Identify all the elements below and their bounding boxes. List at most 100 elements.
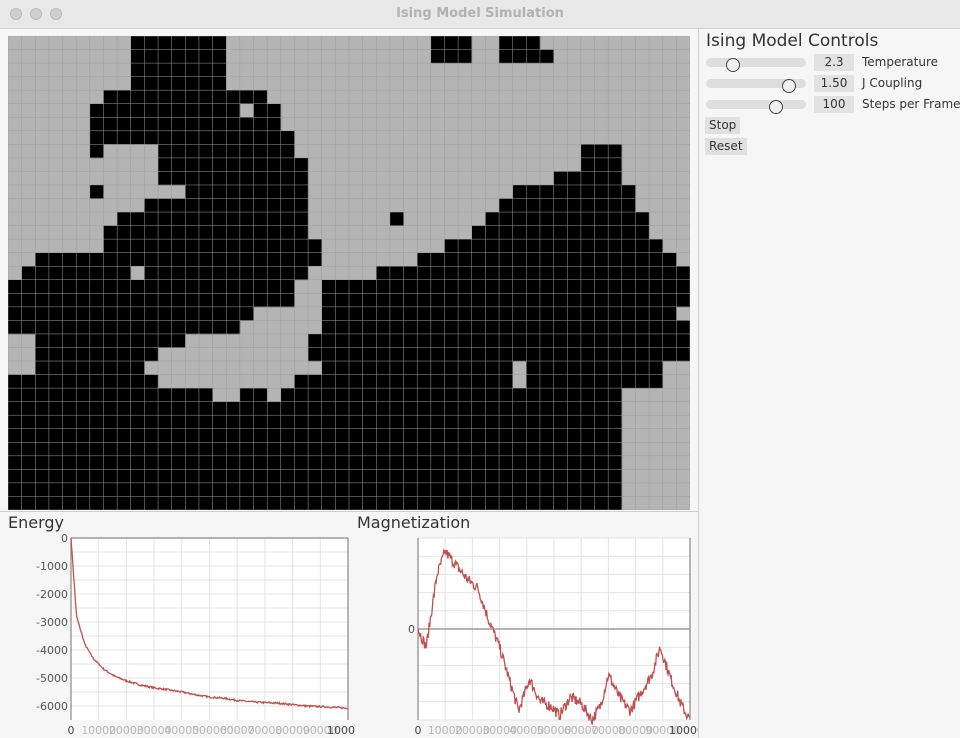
spin-up-cell [294,374,309,389]
spin-up-cell [308,482,323,497]
spin-up-cell [144,76,159,91]
spin-up-cell [308,415,323,430]
spin-up-cell [321,482,336,497]
reset-button[interactable]: Reset [705,138,747,155]
temperature-value[interactable]: 2.3 [814,54,854,71]
spin-up-cell [198,496,213,510]
spin-up-cell [280,252,295,267]
spin-up-cell [308,496,323,510]
spin-up-cell [35,482,50,497]
spin-up-cell [89,496,104,510]
steps-per-frame-label: Steps per Frame [862,97,960,111]
spin-up-cell [212,157,227,172]
spin-up-cell [553,415,568,430]
spin-up-cell [185,482,200,497]
spin-up-cell [635,279,650,294]
spin-up-cell [158,171,172,186]
spin-up-cell [389,320,404,335]
spin-up-cell [308,469,323,484]
zoom-window-button[interactable] [50,8,62,20]
spin-up-cell [171,401,186,416]
x-tick-label: 10000 [81,724,116,737]
steps-per-frame-slider[interactable] [706,100,806,114]
spin-up-cell [89,482,104,497]
spin-up-cell [253,482,268,497]
spin-up-cell [621,374,636,389]
spin-up-cell [239,415,254,430]
spin-up-cell [553,212,568,226]
title-bar[interactable]: Ising Model Simulation [0,0,960,29]
spin-up-cell [444,428,459,443]
magnetization-plot[interactable]: 0 0 10000200003000040000500006000070000800… [355,530,698,738]
spin-up-cell [526,225,541,240]
spin-up-cell [512,469,527,484]
spin-up-cell [458,455,473,470]
spin-up-cell [239,482,254,497]
minimize-window-button[interactable] [30,8,42,20]
spin-up-cell [499,482,513,497]
spin-up-cell [130,374,145,389]
spin-up-cell [458,306,473,321]
spin-up-cell [662,252,677,267]
spin-up-cell [430,347,445,362]
spin-up-cell [171,103,186,118]
spin-up-cell [130,442,145,457]
spin-up-cell [430,374,445,389]
spin-up-cell [280,212,295,226]
spin-up-cell [539,212,554,226]
spin-up-cell [239,157,254,172]
spin-up-cell [321,469,336,484]
spin-up-cell [389,496,404,510]
spin-up-cell [48,388,63,402]
spin-up-cell [389,306,404,321]
spin-up-cell [349,293,363,308]
spin-up-cell [48,469,63,484]
j-coupling-slider[interactable] [706,79,806,93]
close-window-button[interactable] [10,8,22,20]
temperature-slider-thumb[interactable] [726,58,740,72]
spin-up-cell [212,144,227,159]
temperature-slider[interactable] [706,58,806,72]
spin-up-cell [185,252,200,267]
lattice-grid[interactable] [8,36,690,510]
spin-up-cell [662,347,677,362]
spin-up-cell [499,279,513,294]
spin-up-cell [676,266,690,281]
spin-up-cell [499,36,513,50]
j-coupling-value[interactable]: 1.50 [814,75,854,92]
steps-per-frame-slider-thumb[interactable] [769,100,783,114]
spin-up-cell [62,455,77,470]
spin-up-cell [89,266,104,281]
spin-up-cell [608,252,623,267]
spin-up-cell [294,198,309,213]
spin-up-cell [117,388,132,402]
spin-up-cell [76,469,91,484]
spin-up-cell [403,306,418,321]
spin-up-cell [76,306,91,321]
spin-up-cell [185,117,200,132]
spin-up-cell [539,347,554,362]
spin-up-cell [321,415,336,430]
lattice-view[interactable] [8,36,690,510]
spin-up-cell [430,428,445,443]
spin-up-cell [567,496,582,510]
steps-per-frame-value[interactable]: 100 [814,96,854,113]
spin-up-cell [608,239,623,253]
spin-up-cell [267,171,282,186]
spin-up-cell [117,482,132,497]
spin-up-cell [594,496,609,510]
spin-up-cell [226,171,241,186]
spin-up-cell [171,225,186,240]
spin-up-cell [267,442,282,457]
spin-up-cell [226,103,241,118]
spin-up-cell [471,320,486,335]
energy-plot[interactable]: 0-1000-2000-3000-4000-5000-60000 10000200… [0,530,355,738]
spin-up-cell [417,496,432,510]
stop-button[interactable]: Stop [705,117,741,134]
spin-up-cell [144,239,159,253]
spin-up-cell [198,36,213,50]
spin-up-cell [553,347,568,362]
j-coupling-slider-thumb[interactable] [782,79,796,93]
spin-up-cell [103,279,118,294]
spin-up-cell [526,428,541,443]
